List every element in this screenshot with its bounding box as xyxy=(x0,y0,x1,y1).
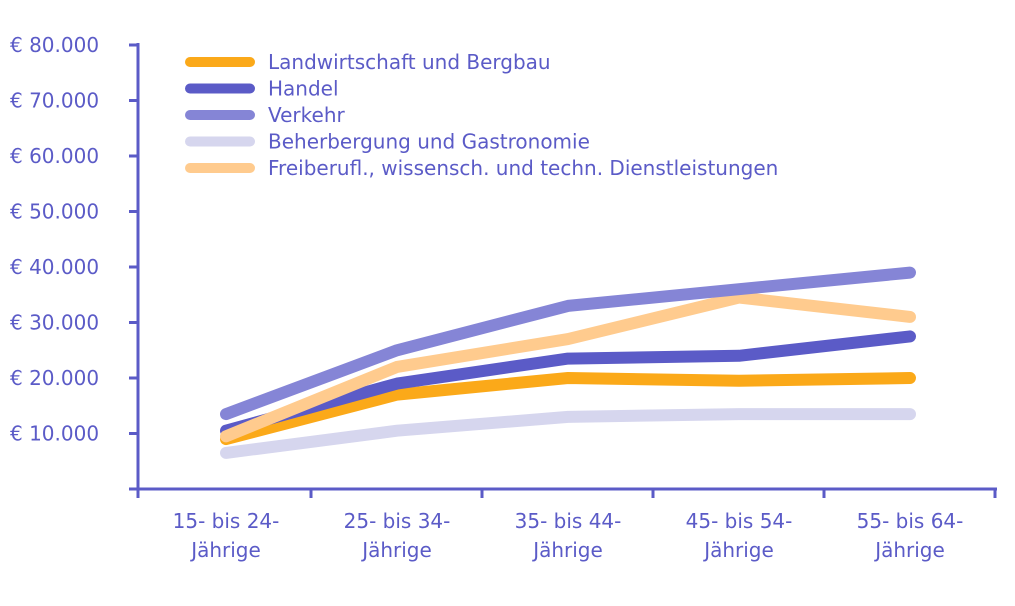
legend-label: Freiberufl., wissensch. und techn. Diens… xyxy=(268,156,778,180)
series-line xyxy=(220,408,916,459)
x-tick-label: 15- bis 24-Jährige xyxy=(173,509,280,562)
x-tick-label: 25- bis 34-Jährige xyxy=(344,509,451,562)
y-tick-label: € 40.000 xyxy=(10,255,99,279)
y-tick-label: € 20.000 xyxy=(10,366,99,390)
series-line xyxy=(220,330,916,437)
legend-label: Landwirtschaft und Bergbau xyxy=(268,50,551,74)
series-line xyxy=(220,291,916,443)
legend-label: Beherbergung und Gastronomie xyxy=(268,130,590,154)
legend-label: Verkehr xyxy=(268,103,346,127)
y-tick-label: € 70.000 xyxy=(10,89,99,113)
series-lines xyxy=(220,266,916,459)
x-axis: 15- bis 24-Jährige 25- bis 34-Jährige 35- … xyxy=(136,487,997,562)
y-tick-label: € 30.000 xyxy=(10,311,99,335)
y-tick-label: € 50.000 xyxy=(10,200,99,224)
x-tick-label: 55- bis 64-Jährige xyxy=(857,509,964,562)
x-tick-label: 35- bis 44-Jährige xyxy=(515,509,622,562)
legend-label: Handel xyxy=(268,77,339,101)
y-axis: € 10.000 € 20.000 € 30.000 € 40.000 € 50.000… xyxy=(10,33,140,491)
y-tick-label: € 80.000 xyxy=(10,33,99,57)
x-tick-label: 45- bis 54-Jährige xyxy=(686,509,793,562)
series-line xyxy=(220,372,916,446)
y-tick-label: € 60.000 xyxy=(10,144,99,168)
series-line xyxy=(220,266,916,421)
y-tick-label: € 10.000 xyxy=(10,422,99,446)
